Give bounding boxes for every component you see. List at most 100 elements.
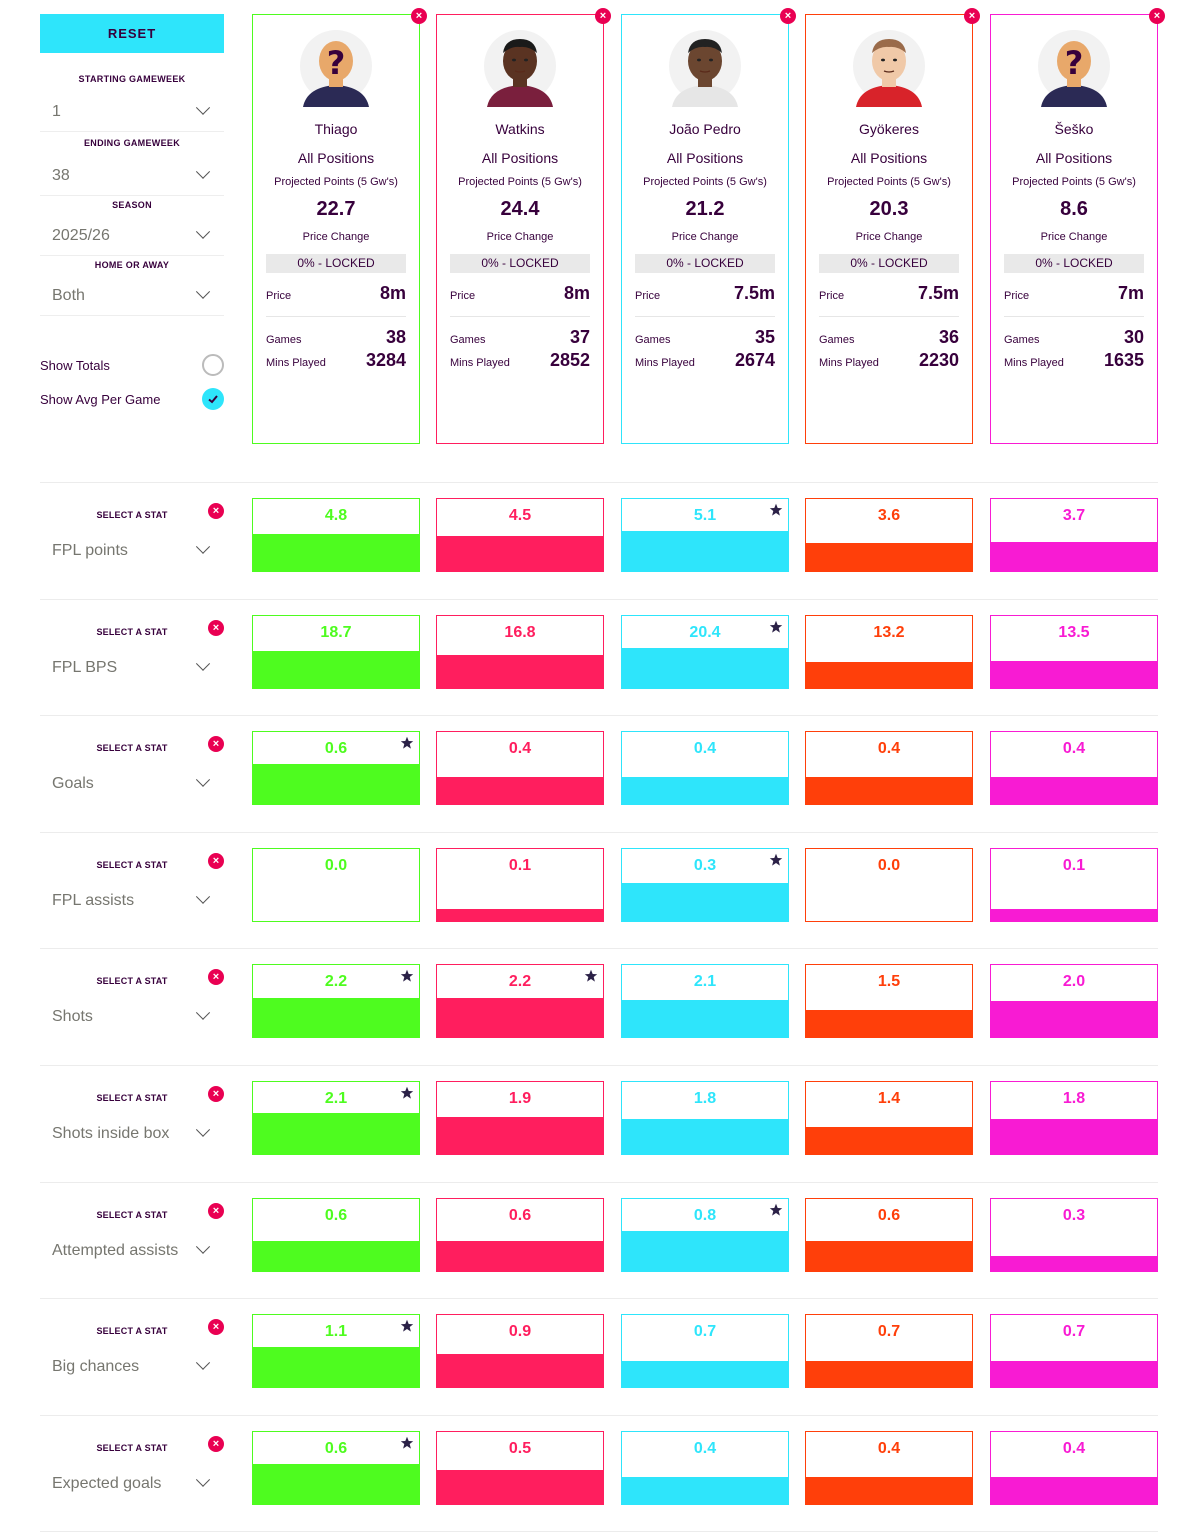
stat-value: 0.8 — [693, 1207, 717, 1224]
star-icon — [400, 736, 414, 750]
stat-value-box: 1.4 — [805, 1081, 973, 1155]
player-card: × Watkins All Positions Projected Points (5… — [436, 8, 611, 444]
stat-value-box: 0.4 — [621, 1431, 789, 1505]
price-change-label: Price Change — [855, 231, 923, 243]
stat-name: FPL points — [52, 542, 128, 559]
remove-stat-icon[interactable]: × — [208, 620, 224, 636]
row-divider — [40, 832, 1158, 833]
player-name: Thiago — [314, 121, 358, 137]
stat-bar-fill — [991, 1361, 1157, 1387]
stat-value: 0.4 — [877, 1440, 901, 1457]
remove-stat-icon[interactable]: × — [208, 503, 224, 519]
mins-played-label: Mins Played — [819, 357, 879, 369]
remove-player-icon[interactable]: × — [964, 8, 980, 24]
player-avatar — [852, 29, 926, 107]
stat-select[interactable]: FPL points — [40, 539, 224, 563]
price-row: Price 8m — [450, 283, 590, 304]
price-row: Price 7.5m — [635, 283, 775, 304]
remove-stat-icon[interactable]: × — [208, 1086, 224, 1102]
stat-bar-fill — [806, 542, 972, 571]
stat-bar-fill — [622, 999, 788, 1037]
star-icon — [769, 853, 783, 867]
price-row: Price 7m — [1004, 283, 1144, 304]
price-label: Price — [635, 290, 661, 302]
mins-played-label: Mins Played — [1004, 357, 1064, 369]
remove-player-icon[interactable]: × — [411, 8, 427, 24]
remove-player-icon[interactable]: × — [1149, 8, 1165, 24]
stat-select[interactable]: FPL BPS — [40, 656, 224, 680]
remove-player-icon[interactable]: × — [595, 8, 611, 24]
stat-name: FPL assists — [52, 892, 135, 909]
ending-gameweek-select[interactable]: 38 — [40, 156, 224, 196]
stat-value: 0.4 — [1062, 1440, 1086, 1457]
stat-name: Attempted assists — [52, 1242, 179, 1259]
stat-value: 0.5 — [508, 1440, 532, 1457]
stat-bar-fill — [806, 1010, 972, 1037]
projected-points-value: 8.6 — [1060, 198, 1088, 220]
stat-bar-fill — [806, 1240, 972, 1271]
stat-value-box: 0.7 — [990, 1314, 1158, 1388]
starting-gameweek-select[interactable]: 1 — [40, 92, 224, 132]
stat-select[interactable]: Big chances — [40, 1355, 224, 1379]
stat-value: 13.5 — [1058, 624, 1090, 641]
stat-value: 1.5 — [877, 973, 901, 990]
show-avg-radio[interactable] — [202, 388, 224, 410]
remove-stat-icon[interactable]: × — [208, 1203, 224, 1219]
remove-stat-icon[interactable]: × — [208, 853, 224, 869]
stat-bar-fill — [253, 1240, 419, 1271]
player-position: All Positions — [1035, 150, 1113, 166]
mins-played-label: Mins Played — [450, 357, 510, 369]
price-row: Price 7.5m — [819, 283, 959, 304]
stat-value-box: 0.4 — [990, 731, 1158, 805]
show-avg-label: Show Avg Per Game — [40, 391, 161, 407]
stat-select[interactable]: Shots inside box — [40, 1122, 224, 1146]
remove-stat-icon[interactable]: × — [208, 969, 224, 985]
show-totals-toggle[interactable]: Show Totals — [40, 348, 224, 382]
select-stat-label: SELECT A STAT — [96, 510, 168, 520]
stat-value: 0.9 — [508, 1323, 532, 1340]
player-card: ×? Thiago All Positions Projected Points (5… — [252, 8, 427, 444]
games-row: Games 35 — [635, 327, 775, 348]
reset-button[interactable]: RESET — [40, 14, 224, 53]
ending-gameweek-value: 38 — [52, 166, 70, 184]
stat-select[interactable]: FPL assists — [40, 889, 224, 913]
row-divider — [40, 1415, 1158, 1416]
chevron-down-icon — [195, 284, 211, 299]
stat-value: 5.1 — [693, 507, 717, 524]
player-card: × João Pedro All Positions Projected Points… — [621, 8, 796, 444]
stat-value: 0.4 — [693, 740, 717, 757]
price-label: Price — [819, 290, 845, 302]
unknown-player-avatar: ? — [1037, 29, 1111, 107]
remove-player-icon[interactable]: × — [780, 8, 796, 24]
stat-select[interactable]: Attempted assists — [40, 1239, 224, 1263]
games-label: Games — [266, 334, 302, 346]
stat-bar-fill — [253, 533, 419, 571]
row-divider — [40, 715, 1158, 716]
remove-stat-icon[interactable]: × — [208, 736, 224, 752]
stat-bar-fill — [437, 1240, 603, 1271]
projected-points-value: 20.3 — [869, 198, 909, 220]
stat-bar-fill — [253, 1463, 419, 1504]
remove-stat-icon[interactable]: × — [208, 1319, 224, 1335]
stat-value: 0.4 — [508, 740, 532, 757]
row-divider — [40, 599, 1158, 600]
stat-select[interactable]: Goals — [40, 772, 224, 796]
stat-value-box: 0.4 — [805, 731, 973, 805]
home-or-away-select[interactable]: Both — [40, 276, 224, 316]
star-icon — [400, 1436, 414, 1450]
stat-select[interactable]: Expected goals — [40, 1472, 224, 1496]
season-select[interactable]: 2025/26 — [40, 216, 224, 256]
stat-value: 3.7 — [1062, 507, 1086, 524]
show-avg-toggle[interactable]: Show Avg Per Game — [40, 382, 224, 416]
stat-bar-fill — [437, 908, 603, 921]
stat-select[interactable]: Shots — [40, 1005, 224, 1029]
remove-stat-icon[interactable]: × — [208, 1436, 224, 1452]
show-totals-radio[interactable] — [202, 354, 224, 376]
games-row: Games 36 — [819, 327, 959, 348]
chevron-down-icon — [195, 772, 211, 787]
row-divider — [40, 1065, 1158, 1066]
stat-name: FPL BPS — [52, 659, 118, 676]
stat-bar-fill — [622, 1230, 788, 1271]
stat-value: 13.2 — [873, 624, 905, 641]
stat-value: 1.9 — [508, 1090, 532, 1107]
